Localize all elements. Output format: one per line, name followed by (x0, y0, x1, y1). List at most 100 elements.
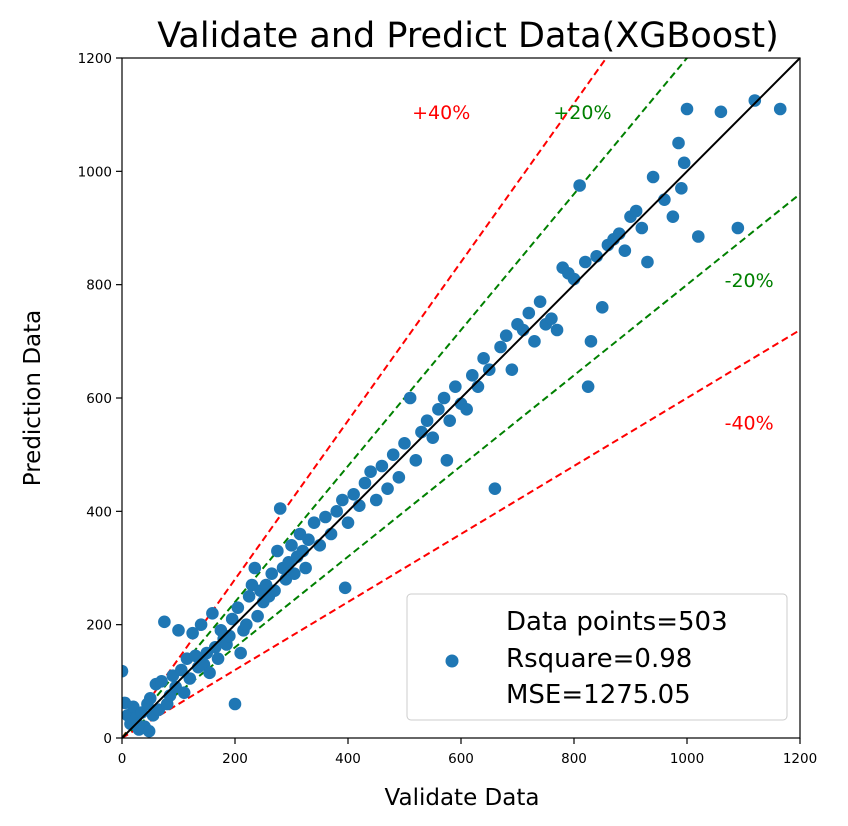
data-point (228, 697, 242, 711)
data-point (211, 652, 225, 665)
data-point (584, 335, 598, 348)
data-point (302, 533, 315, 546)
data-point (629, 204, 643, 218)
data-point (437, 391, 451, 405)
data-point (288, 567, 301, 580)
data-point (172, 624, 185, 637)
data-point (398, 437, 411, 450)
data-point (533, 295, 547, 308)
data-point (158, 615, 171, 629)
data-point (177, 686, 191, 699)
data-point (234, 646, 247, 660)
data-point (550, 323, 564, 337)
y-axis-ticks: 0 200 400 600 800 1000 1200 (78, 51, 122, 747)
reference-line-label-1: +20% (553, 102, 611, 124)
data-point (386, 448, 400, 461)
reference-line-2 (122, 193, 800, 738)
data-point (183, 672, 197, 685)
data-point (494, 340, 507, 354)
data-point (641, 255, 654, 269)
data-point (364, 465, 377, 478)
data-point (675, 182, 688, 195)
data-point (206, 607, 219, 620)
reference-line-label-3: -40% (725, 412, 774, 434)
y-tick-label: 1200 (78, 51, 112, 67)
data-point (440, 454, 454, 467)
data-point (330, 505, 344, 518)
data-point (273, 502, 287, 515)
data-point (505, 363, 519, 376)
data-point (692, 230, 705, 243)
data-point (186, 626, 199, 640)
reference-line-1 (122, 58, 689, 738)
x-tick-label: 1200 (783, 751, 817, 767)
x-tick-label: 800 (561, 751, 587, 767)
data-point (381, 482, 394, 495)
data-point (731, 221, 745, 235)
legend-line-1: Data points=503 (506, 607, 728, 637)
data-point (579, 255, 592, 269)
y-axis-title: Prediction Data (20, 310, 46, 487)
data-point (347, 488, 360, 501)
data-points (122, 94, 787, 738)
data-point (358, 476, 372, 490)
data-point (666, 210, 680, 223)
data-point (341, 516, 355, 529)
data-point (449, 380, 462, 393)
data-point (595, 301, 609, 314)
data-point (677, 156, 691, 170)
data-point (231, 601, 245, 614)
data-point (189, 649, 202, 663)
x-tick-label: 200 (222, 751, 248, 767)
x-tick-label: 600 (448, 751, 474, 767)
data-point (392, 471, 406, 484)
data-point (299, 561, 312, 575)
data-point (714, 105, 728, 119)
reference-lines (122, 58, 800, 738)
x-axis-title: Validate Data (385, 785, 540, 811)
data-point (618, 244, 632, 257)
data-point (545, 312, 558, 325)
x-tick-label: 0 (118, 751, 127, 767)
data-point (240, 618, 253, 631)
y-tick-label: 800 (86, 278, 112, 294)
data-point (142, 724, 156, 738)
data-point (581, 380, 595, 393)
data-point (251, 609, 264, 623)
x-tick-label: 400 (335, 751, 361, 767)
data-point (194, 618, 208, 631)
reference-line-0 (122, 58, 608, 738)
identity-line (121, 57, 801, 739)
chart-title: Validate and Predict Data(XGBoost) (157, 16, 779, 56)
data-point (248, 561, 262, 575)
data-point (635, 221, 649, 235)
reference-line-label-0: +40% (412, 102, 470, 124)
data-point (369, 493, 383, 507)
data-point (573, 179, 586, 192)
x-axis-ticks: 0 200 400 600 800 1000 1200 (118, 738, 817, 767)
data-point (420, 414, 434, 427)
data-point (203, 666, 216, 680)
data-point (175, 663, 188, 677)
data-point (672, 136, 685, 150)
data-point (680, 102, 694, 116)
reference-line-label-2: -20% (725, 270, 774, 292)
legend-line-2: Rsquare=0.98 (506, 644, 692, 674)
data-point (646, 170, 660, 184)
data-point (265, 567, 279, 580)
data-point (403, 391, 417, 405)
y-tick-label: 200 (86, 618, 112, 634)
data-point (122, 664, 129, 678)
reference-line-labels: +40% +20% -20% -40% (412, 102, 774, 435)
data-point (409, 454, 423, 467)
data-point (499, 329, 513, 342)
data-point (307, 516, 321, 529)
data-point (443, 414, 457, 427)
legend: Data points=503 Rsquare=0.98 MSE=1275.05 (406, 593, 788, 721)
data-point (338, 581, 352, 595)
data-point (155, 675, 168, 688)
legend-box (406, 593, 788, 721)
data-point (143, 692, 157, 705)
data-point (208, 641, 222, 654)
data-point (773, 102, 787, 116)
